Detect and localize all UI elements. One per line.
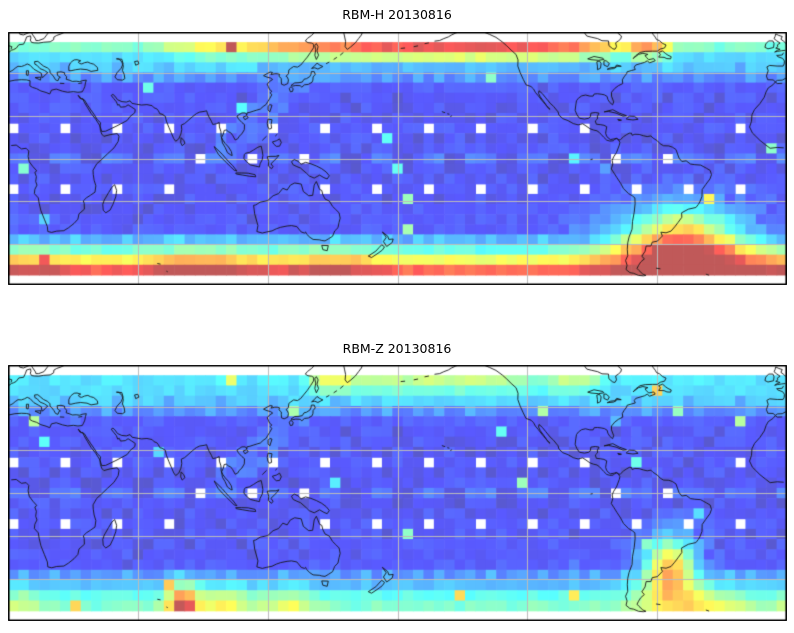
panel-title-rbm-z: RBM-Z 20130816 <box>342 341 452 356</box>
panel-title-rbm-h: RBM-H 20130816 <box>342 7 452 22</box>
map-rbm-h <box>8 32 787 285</box>
map-rbm-z <box>8 365 787 621</box>
